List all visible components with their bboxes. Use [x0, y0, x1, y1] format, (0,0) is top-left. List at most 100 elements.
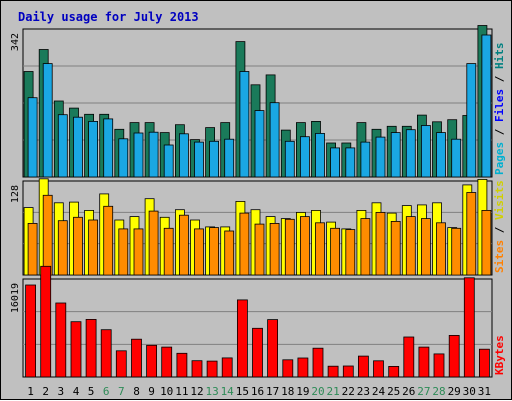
bar-files-day-16: [254, 110, 265, 178]
bar-sites-day-29: [451, 227, 462, 276]
panel-bottom-scale-label: 16019: [10, 283, 21, 313]
bar-kbytes-day-21: [327, 365, 339, 378]
x-tick-label-day-12: 12: [190, 385, 203, 398]
panel-top-legend: Pages / Files / Hits: [493, 43, 506, 176]
bar-sites-day-20: [315, 222, 325, 276]
bar-kbytes-day-31: [478, 348, 490, 378]
chart-title: Daily usage for July 2013: [18, 10, 199, 24]
panel-top: 342: [10, 25, 493, 178]
bar-sites-day-11: [178, 214, 189, 276]
legend-entry: /: [493, 122, 506, 142]
bar-sites-day-1: [27, 222, 38, 276]
x-tick-label-day-4: 4: [73, 385, 80, 398]
bar-files-day-29: [451, 138, 462, 178]
bar-files-day-1: [27, 97, 38, 178]
bar-files-day-24: [375, 136, 386, 178]
x-tick-label-day-28: 28: [432, 385, 445, 398]
bar-sites-day-7: [118, 228, 129, 276]
bar-kbytes-day-3: [55, 302, 67, 378]
bar-kbytes-day-29: [448, 334, 460, 378]
bar-kbytes-day-20: [312, 347, 324, 378]
x-tick-label-day-20: 20: [311, 385, 324, 398]
panel-middle: 128: [10, 178, 493, 276]
bar-kbytes-day-1: [25, 284, 37, 378]
bar-kbytes-day-7: [115, 350, 127, 378]
panel-middle-legend: Sites / Visits: [493, 180, 506, 273]
x-tick-label-day-23: 23: [357, 385, 370, 398]
bar-sites-day-26: [405, 216, 416, 276]
bar-kbytes-day-16: [252, 327, 263, 378]
bar-kbytes-day-17: [267, 319, 279, 378]
bar-sites-day-19: [299, 216, 310, 276]
bar-files-day-17: [269, 102, 280, 178]
bar-kbytes-day-5: [85, 318, 97, 378]
legend-entry: Pages: [493, 142, 506, 175]
bar-kbytes-day-25: [388, 365, 400, 378]
bar-sites-day-21: [330, 227, 341, 276]
panel-middle-scale-label: 128: [10, 185, 21, 203]
bar-files-day-14: [224, 138, 235, 178]
x-tick-label-day-8: 8: [133, 385, 140, 398]
bar-kbytes-day-4: [70, 321, 82, 378]
bar-files-day-9: [148, 131, 159, 178]
x-tick-label-day-11: 11: [175, 385, 188, 398]
x-tick-label-day-1: 1: [27, 385, 34, 398]
bar-files-day-12: [194, 141, 204, 178]
bar-files-day-5: [88, 121, 98, 178]
bar-kbytes-day-26: [403, 336, 415, 378]
bar-files-day-27: [420, 125, 431, 178]
legend-entry: Hits: [493, 43, 506, 70]
bar-kbytes-day-19: [297, 357, 309, 378]
x-tick-label-day-26: 26: [402, 385, 415, 398]
x-tick-label-day-24: 24: [372, 385, 386, 398]
bar-sites-day-27: [420, 218, 431, 276]
bar-kbytes-day-13: [206, 360, 218, 378]
bar-files-day-23: [360, 141, 371, 178]
bar-sites-day-3: [57, 220, 68, 276]
x-tick-label-day-9: 9: [148, 385, 155, 398]
bar-kbytes-day-24: [373, 360, 384, 378]
bar-sites-day-17: [269, 222, 280, 276]
bar-kbytes-day-30: [463, 277, 475, 378]
bar-kbytes-day-18: [282, 359, 294, 378]
bar-sites-day-22: [345, 229, 356, 276]
bar-kbytes-day-11: [176, 352, 188, 378]
bar-kbytes-day-6: [100, 329, 112, 378]
bar-kbytes-day-14: [221, 357, 233, 378]
bar-sites-day-6: [103, 205, 114, 276]
bar-sites-day-23: [360, 218, 371, 276]
bar-sites-day-5: [88, 219, 98, 276]
bar-sites-day-30: [466, 192, 477, 276]
bar-sites-day-4: [73, 216, 83, 276]
bar-kbytes-day-9: [146, 344, 158, 378]
legend-entry: Files: [493, 89, 506, 122]
x-tick-label-day-5: 5: [88, 385, 95, 398]
x-tick-label-day-10: 10: [160, 385, 173, 398]
panel-bottom-legend: KBytes: [493, 335, 506, 375]
bar-files-day-7: [118, 138, 129, 178]
bar-files-day-3: [57, 114, 68, 178]
panel-top-scale-label: 342: [10, 33, 21, 51]
legend-entry: /: [493, 220, 506, 240]
bar-sites-day-28: [436, 222, 446, 276]
x-tick-label-day-7: 7: [118, 385, 125, 398]
x-tick-label-day-25: 25: [387, 385, 400, 398]
x-tick-label-day-3: 3: [57, 385, 64, 398]
bar-files-day-10: [163, 144, 174, 178]
x-tick-label-day-15: 15: [236, 385, 249, 398]
bar-kbytes-day-2: [40, 265, 52, 378]
x-tick-label-day-30: 30: [463, 385, 476, 398]
legend-entry: KBytes: [493, 335, 506, 375]
x-tick-label-day-18: 18: [281, 385, 294, 398]
bar-sites-day-8: [133, 228, 144, 276]
bar-files-day-11: [178, 133, 189, 178]
x-tick-label-day-22: 22: [342, 385, 355, 398]
bar-files-day-15: [239, 71, 250, 178]
bar-sites-day-31: [481, 209, 492, 276]
bar-kbytes-day-28: [433, 353, 445, 378]
x-tick-label-day-16: 16: [251, 385, 264, 398]
legend-entry: Sites: [493, 240, 506, 273]
bar-files-day-30: [466, 63, 477, 178]
